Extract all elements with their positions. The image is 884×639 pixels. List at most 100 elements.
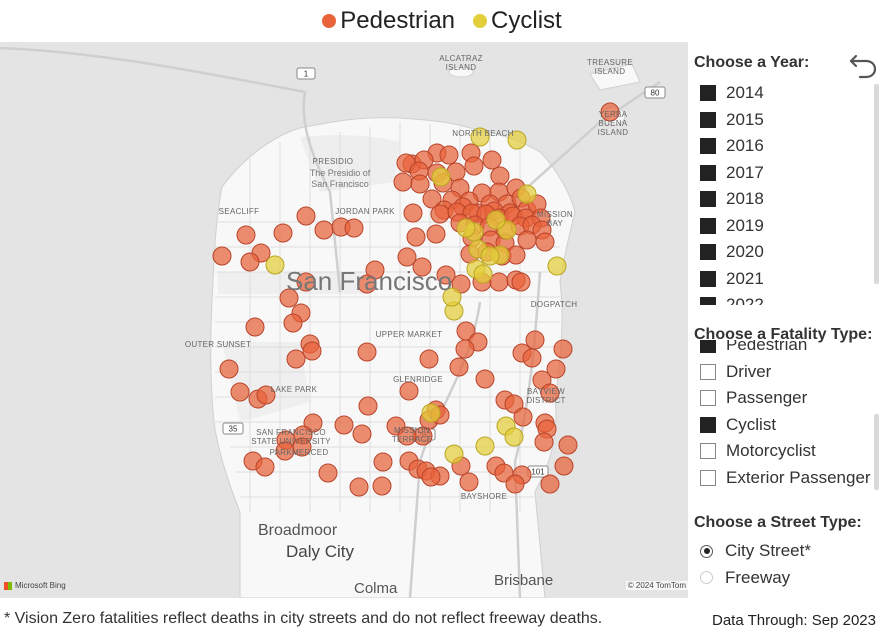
pedestrian-fatality-marker[interactable] [357, 274, 377, 294]
year-checkbox[interactable] [700, 244, 716, 261]
pedestrian-fatality-marker[interactable] [511, 272, 531, 292]
cyclist-fatality-marker[interactable] [421, 403, 441, 423]
year-option[interactable]: 2018 [700, 186, 880, 213]
pedestrian-fatality-marker[interactable] [357, 342, 377, 362]
year-option[interactable]: 2019 [700, 213, 880, 240]
pedestrian-fatality-marker[interactable] [283, 313, 303, 333]
cyclist-fatality-marker[interactable] [475, 436, 495, 456]
pedestrian-fatality-marker[interactable] [464, 156, 484, 176]
year-option[interactable]: 2022 [700, 292, 880, 305]
bing-attribution[interactable]: Microsoft Bing [4, 581, 66, 590]
pedestrian-fatality-marker[interactable] [318, 463, 338, 483]
pedestrian-fatality-marker[interactable] [393, 172, 413, 192]
cyclist-fatality-marker[interactable] [265, 255, 285, 275]
pedestrian-fatality-marker[interactable] [517, 230, 537, 250]
pedestrian-fatality-marker[interactable] [426, 224, 446, 244]
fatality-map[interactable]: 1 80 35 280 101 ALCATRAZ ISLAND TREASURE… [0, 42, 688, 598]
pedestrian-fatality-marker[interactable] [292, 437, 312, 457]
year-slicer[interactable]: 2014 2015 2016 2017 2018 2019 2020 2021 2022 [700, 80, 880, 305]
pedestrian-fatality-marker[interactable] [439, 145, 459, 165]
year-checkbox[interactable] [700, 164, 716, 181]
cyclist-fatality-marker[interactable] [431, 167, 451, 187]
pedestrian-fatality-marker[interactable] [475, 369, 495, 389]
pedestrian-fatality-marker[interactable] [422, 189, 442, 209]
pedestrian-fatality-marker[interactable] [546, 359, 566, 379]
pedestrian-fatality-marker[interactable] [334, 415, 354, 435]
pedestrian-fatality-marker[interactable] [540, 383, 560, 403]
pedestrian-fatality-marker[interactable] [455, 339, 475, 359]
street-type-option[interactable]: City Street* [700, 538, 880, 565]
cyclist-fatality-marker[interactable] [470, 127, 490, 147]
fatality-markers[interactable] [212, 102, 620, 497]
street-type-radio[interactable] [700, 544, 713, 558]
cyclist-fatality-marker[interactable] [547, 256, 567, 276]
pedestrian-fatality-marker[interactable] [372, 476, 392, 496]
pedestrian-fatality-marker[interactable] [296, 272, 316, 292]
pedestrian-fatality-marker[interactable] [506, 245, 526, 265]
pedestrian-fatality-marker[interactable] [554, 456, 574, 476]
pedestrian-fatality-marker[interactable] [286, 349, 306, 369]
map-copyright[interactable]: © 2024 TomTom [625, 581, 688, 590]
pedestrian-fatality-marker[interactable] [236, 225, 256, 245]
pedestrian-fatality-marker[interactable] [436, 265, 456, 285]
year-checkbox[interactable] [700, 111, 716, 128]
fatality-slicer-scrollbar[interactable] [874, 414, 879, 490]
pedestrian-fatality-marker[interactable] [430, 204, 450, 224]
pedestrian-fatality-marker[interactable] [421, 467, 441, 487]
fatality-type-option[interactable]: Cyclist [700, 412, 880, 439]
pedestrian-fatality-marker[interactable] [279, 288, 299, 308]
cyclist-fatality-marker[interactable] [444, 444, 464, 464]
year-option[interactable]: 2016 [700, 133, 880, 160]
pedestrian-fatality-marker[interactable] [219, 359, 239, 379]
pedestrian-fatality-marker[interactable] [553, 339, 573, 359]
cyclist-fatality-marker[interactable] [480, 246, 500, 266]
pedestrian-fatality-marker[interactable] [212, 246, 232, 266]
pedestrian-fatality-marker[interactable] [403, 203, 423, 223]
pedestrian-fatality-marker[interactable] [489, 272, 509, 292]
fatality-type-option[interactable]: Driver [700, 359, 880, 386]
year-checkbox[interactable] [700, 191, 716, 208]
fatality-type-checkbox[interactable] [700, 390, 716, 407]
pedestrian-fatality-marker[interactable] [397, 247, 417, 267]
year-option[interactable]: 2017 [700, 160, 880, 187]
pedestrian-fatality-marker[interactable] [558, 435, 578, 455]
pedestrian-fatality-marker[interactable] [419, 349, 439, 369]
pedestrian-fatality-marker[interactable] [522, 348, 542, 368]
pedestrian-fatality-marker[interactable] [397, 426, 417, 446]
cyclist-fatality-marker[interactable] [473, 264, 493, 284]
year-checkbox[interactable] [700, 217, 716, 234]
legend-item-cyclist[interactable]: Cyclist [473, 7, 562, 35]
pedestrian-fatality-marker[interactable] [240, 252, 260, 272]
pedestrian-fatality-marker[interactable] [302, 341, 322, 361]
pedestrian-fatality-marker[interactable] [412, 257, 432, 277]
year-checkbox[interactable] [700, 138, 716, 155]
pedestrian-fatality-marker[interactable] [399, 381, 419, 401]
street-type-radio[interactable] [700, 571, 713, 585]
year-option[interactable]: 2014 [700, 80, 880, 107]
year-slicer-scrollbar[interactable] [874, 84, 879, 284]
pedestrian-fatality-marker[interactable] [535, 232, 555, 252]
pedestrian-fatality-marker[interactable] [451, 274, 471, 294]
pedestrian-fatality-marker[interactable] [410, 174, 430, 194]
pedestrian-fatality-marker[interactable] [373, 452, 393, 472]
pedestrian-fatality-marker[interactable] [490, 166, 510, 186]
fatality-type-checkbox[interactable] [700, 416, 716, 433]
pedestrian-fatality-marker[interactable] [296, 206, 316, 226]
year-checkbox[interactable] [700, 297, 716, 305]
fatality-type-option[interactable]: Passenger [700, 385, 880, 412]
pedestrian-fatality-marker[interactable] [255, 457, 275, 477]
pedestrian-fatality-marker[interactable] [504, 394, 524, 414]
cyclist-fatality-marker[interactable] [442, 287, 462, 307]
pedestrian-fatality-marker[interactable] [482, 150, 502, 170]
pedestrian-fatality-marker[interactable] [352, 424, 372, 444]
fatality-type-checkbox[interactable] [700, 469, 716, 486]
cyclist-fatality-marker[interactable] [456, 218, 476, 238]
pedestrian-fatality-marker[interactable] [349, 477, 369, 497]
fatality-type-checkbox[interactable] [700, 363, 716, 380]
undo-arrow-icon[interactable] [848, 50, 878, 80]
year-checkbox[interactable] [700, 270, 716, 287]
pedestrian-fatality-marker[interactable] [314, 220, 334, 240]
cyclist-fatality-marker[interactable] [517, 184, 537, 204]
fatality-type-checkbox[interactable] [700, 443, 716, 460]
pedestrian-fatality-marker[interactable] [273, 223, 293, 243]
